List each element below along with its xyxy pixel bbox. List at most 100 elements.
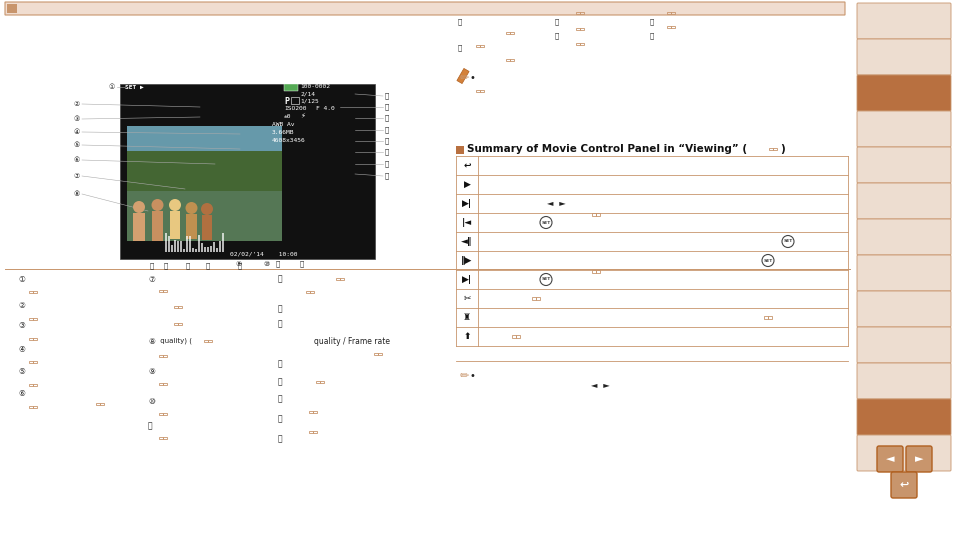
Bar [576, 43, 579, 45]
Bar [313, 430, 316, 434]
Text: ㉕: ㉕ [237, 263, 242, 269]
Text: ⑤: ⑤ [18, 367, 25, 376]
Text: ⑧: ⑧ [148, 336, 154, 345]
Bar [670, 26, 675, 28]
Text: SET: SET [540, 221, 550, 224]
Text: ↩: ↩ [899, 480, 908, 490]
Text: ㉒: ㉒ [555, 19, 558, 25]
Text: ▶: ▶ [463, 180, 470, 189]
Text: quality / Frame rate: quality / Frame rate [314, 336, 390, 345]
Text: ①: ① [18, 274, 25, 284]
Bar [159, 382, 163, 386]
Text: ⑫: ⑫ [299, 261, 304, 268]
Bar [516, 335, 519, 338]
Text: ⑩: ⑩ [148, 397, 154, 405]
Text: ◄‖: ◄‖ [461, 237, 472, 246]
Text: ⑳: ⑳ [457, 19, 462, 25]
Bar [127, 151, 282, 191]
Bar [202, 215, 212, 240]
Text: Summary of Movie Control Panel in “Viewing” (: Summary of Movie Control Panel in “Viewi… [467, 144, 746, 154]
Bar [159, 355, 163, 357]
FancyBboxPatch shape [856, 111, 950, 147]
Bar [33, 290, 37, 293]
Text: ⑬: ⑬ [385, 93, 389, 99]
Text: ISO200: ISO200 [284, 106, 306, 112]
Circle shape [185, 202, 197, 214]
Bar [204, 241, 206, 252]
Bar [177, 238, 179, 252]
FancyBboxPatch shape [856, 183, 950, 219]
Bar [7, 4, 17, 13]
Text: ②: ② [18, 302, 25, 310]
Bar [100, 403, 104, 405]
Bar [596, 213, 599, 216]
Bar [171, 234, 172, 252]
FancyBboxPatch shape [856, 3, 950, 39]
Text: ⑯: ⑯ [277, 378, 282, 387]
Bar [186, 214, 196, 239]
Text: ‖▶: ‖▶ [461, 256, 472, 265]
Circle shape [201, 203, 213, 215]
Text: ⑭: ⑭ [385, 104, 389, 111]
Bar [29, 318, 33, 320]
Bar [215, 246, 218, 252]
Text: ⑰: ⑰ [385, 138, 389, 144]
FancyBboxPatch shape [5, 2, 844, 15]
Bar [163, 413, 167, 415]
Bar [29, 337, 33, 340]
Circle shape [132, 201, 145, 213]
Bar [159, 437, 163, 439]
Bar [33, 360, 37, 364]
Bar [670, 12, 675, 14]
Text: quality) (: quality) ( [158, 337, 192, 344]
Text: ✏: ✏ [459, 371, 469, 381]
FancyBboxPatch shape [856, 147, 950, 183]
Bar [210, 240, 212, 252]
Bar [165, 242, 167, 252]
Bar [456, 146, 463, 154]
Bar [163, 355, 167, 357]
Text: ⑫: ⑫ [277, 274, 282, 284]
Text: ▶|: ▶| [461, 199, 472, 208]
Text: ㉑: ㉑ [457, 45, 462, 51]
Bar [194, 240, 196, 252]
Bar [536, 297, 539, 300]
Text: ▶|: ▶| [461, 275, 472, 284]
Text: ⑧: ⑧ [73, 191, 80, 197]
Text: 1/125: 1/125 [299, 98, 318, 104]
Text: ►: ► [914, 454, 923, 464]
Text: ⑳: ⑳ [385, 172, 389, 179]
Bar [173, 323, 178, 325]
Bar [180, 234, 182, 252]
Text: ⑨: ⑨ [148, 367, 154, 376]
Text: ①: ① [109, 84, 115, 90]
Text: ⑮: ⑮ [277, 359, 282, 368]
Bar [152, 211, 163, 241]
Text: ㉔: ㉔ [649, 19, 654, 25]
Bar [163, 382, 167, 386]
Bar [33, 337, 37, 340]
Bar [178, 305, 182, 309]
FancyBboxPatch shape [856, 363, 950, 399]
Bar [768, 147, 772, 151]
Bar [33, 383, 37, 387]
Bar [579, 28, 583, 30]
Text: ⑩: ⑩ [264, 261, 270, 267]
Text: ⑰: ⑰ [277, 395, 282, 404]
Bar [319, 381, 324, 383]
Text: ⑯: ⑯ [385, 127, 389, 134]
FancyBboxPatch shape [890, 472, 916, 498]
Text: ✏: ✏ [459, 73, 469, 83]
Bar [479, 90, 483, 92]
Bar [335, 278, 339, 280]
Text: F 4.0: F 4.0 [315, 106, 335, 112]
Bar [592, 270, 596, 273]
Bar [291, 97, 298, 104]
Bar [772, 147, 776, 151]
Bar [213, 247, 214, 252]
Bar [310, 290, 314, 293]
Bar [666, 12, 670, 14]
Bar [29, 383, 33, 387]
Text: ⑬: ⑬ [277, 304, 282, 313]
Bar [313, 411, 316, 413]
